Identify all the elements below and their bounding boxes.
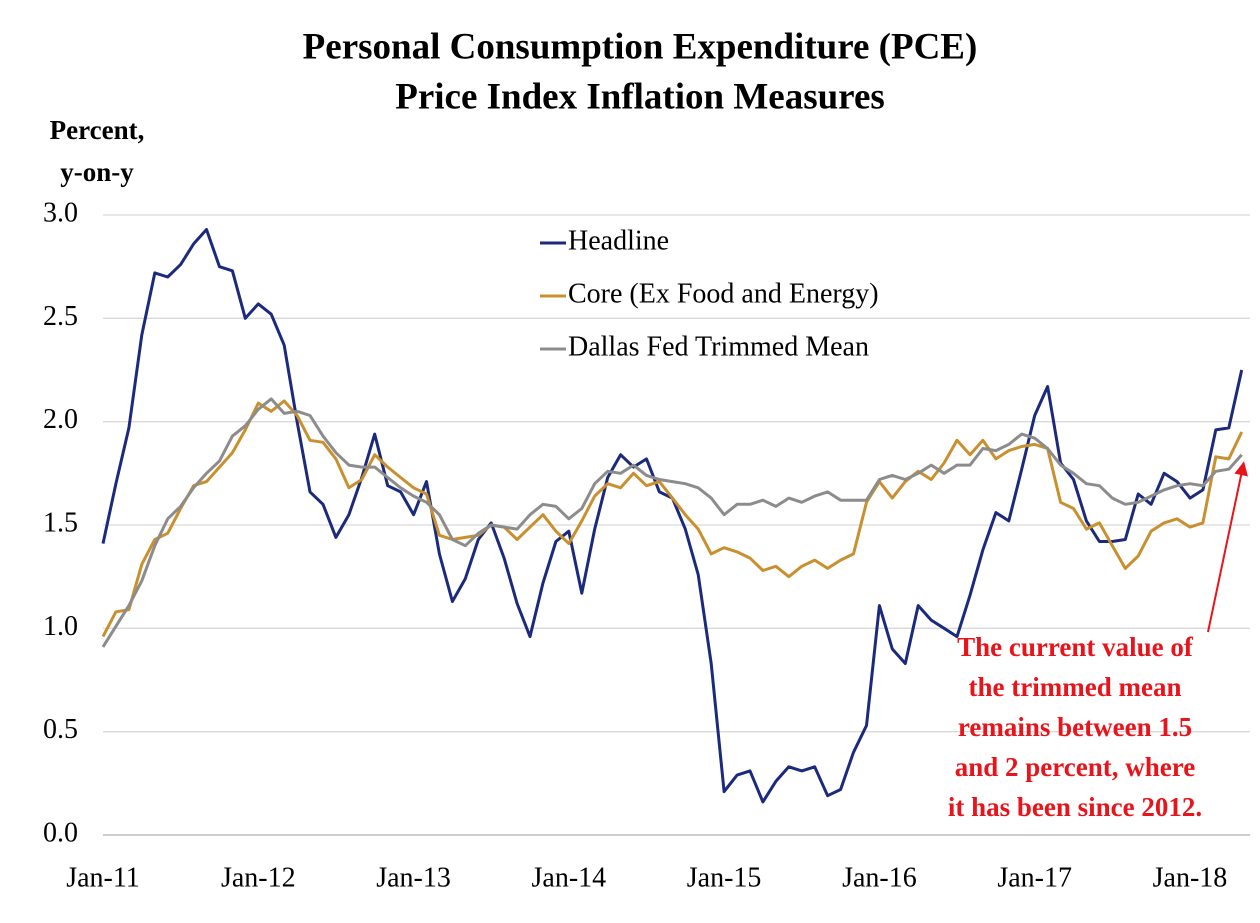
annotation: remains between 1.5 bbox=[958, 712, 1192, 742]
y-tick-label: 2.0 bbox=[43, 404, 78, 435]
series-line bbox=[101, 399, 1244, 638]
x-tick-label: Jan-17 bbox=[997, 862, 1072, 893]
annotation-arrow bbox=[1207, 461, 1248, 633]
x-tick-label: Jan-13 bbox=[376, 862, 451, 893]
x-tick-label: Jan-18 bbox=[1153, 862, 1228, 893]
legend-label: Dallas Fed Trimmed Mean bbox=[568, 331, 869, 362]
annotation: The current value of bbox=[957, 632, 1194, 662]
annotation: and 2 percent, where bbox=[955, 752, 1195, 782]
chart-title: Personal Consumption Expenditure (PCE) bbox=[303, 26, 978, 67]
x-tick-label: Jan-14 bbox=[532, 862, 607, 893]
legend-label: Headline bbox=[568, 225, 669, 256]
x-tick-label: Jan-11 bbox=[66, 862, 140, 893]
y-axis-label: Percent, bbox=[50, 115, 145, 145]
y-tick-label: 1.5 bbox=[43, 507, 78, 538]
y-tick-label: 1.0 bbox=[43, 611, 78, 642]
chart-title: Price Index Inflation Measures bbox=[395, 76, 885, 117]
x-tick-label: Jan-12 bbox=[221, 862, 296, 893]
x-tick-label: Jan-15 bbox=[687, 862, 762, 893]
y-tick-label: 2.5 bbox=[43, 301, 78, 332]
x-tick-label: Jan-16 bbox=[842, 862, 917, 893]
series-line bbox=[101, 397, 1243, 648]
annotation: it has been since 2012. bbox=[948, 792, 1202, 822]
y-tick-label: 0.0 bbox=[43, 817, 78, 848]
y-axis-label: y-on-y bbox=[60, 157, 134, 187]
y-tick-label: 0.5 bbox=[43, 714, 78, 745]
y-tick-label: 3.0 bbox=[43, 197, 78, 228]
annotation: the trimmed mean bbox=[969, 672, 1182, 702]
legend-label: Core (Ex Food and Energy) bbox=[568, 278, 879, 309]
